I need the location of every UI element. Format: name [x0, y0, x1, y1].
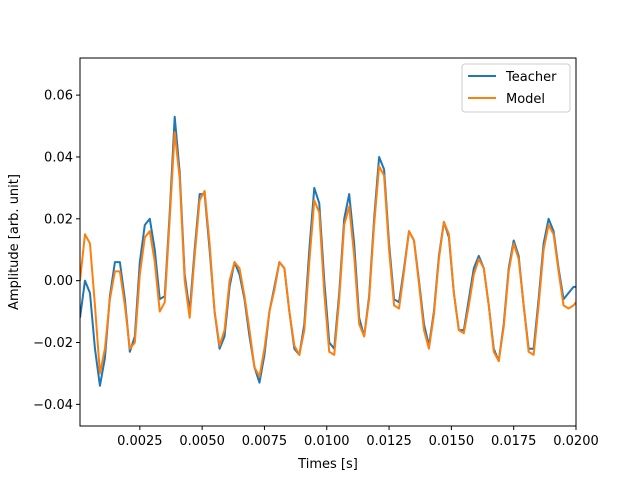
x-tick-label: 0.0150 [429, 434, 475, 449]
x-tick-label: 0.0050 [179, 434, 225, 449]
x-axis-label: Times [s] [297, 457, 358, 472]
x-tick-label: 0.0075 [242, 434, 288, 449]
series-line-model [80, 131, 576, 378]
y-tick-label: −0.04 [33, 398, 73, 413]
y-tick-label: −0.02 [33, 336, 73, 351]
y-axis-ticks: −0.04 −0.02 0.00 0.02 0.04 0.06 [33, 89, 80, 413]
x-tick-label: 0.0125 [366, 434, 412, 449]
y-axis-label: Amplitude [arb. unit] [7, 174, 22, 310]
y-tick-label: 0.02 [44, 212, 73, 227]
plot-area [79, 57, 577, 427]
x-tick-label: 0.0025 [117, 434, 163, 449]
legend-label-teacher: Teacher [505, 70, 557, 85]
legend-label-model: Model [506, 92, 545, 107]
y-tick-label: 0.04 [44, 150, 73, 165]
x-tick-label: 0.0175 [491, 434, 537, 449]
y-tick-label: 0.06 [44, 89, 73, 104]
legend: Teacher Model [461, 63, 571, 113]
axes-frame [79, 57, 577, 427]
x-tick-label: 0.0100 [304, 434, 350, 449]
x-tick-label: 0.0200 [553, 434, 599, 449]
series-layer [80, 115, 576, 387]
x-axis-ticks: 0.0025 0.0050 0.0075 0.0100 0.0125 0.0150 0.01… [117, 426, 599, 449]
y-tick-label: 0.00 [44, 274, 73, 289]
